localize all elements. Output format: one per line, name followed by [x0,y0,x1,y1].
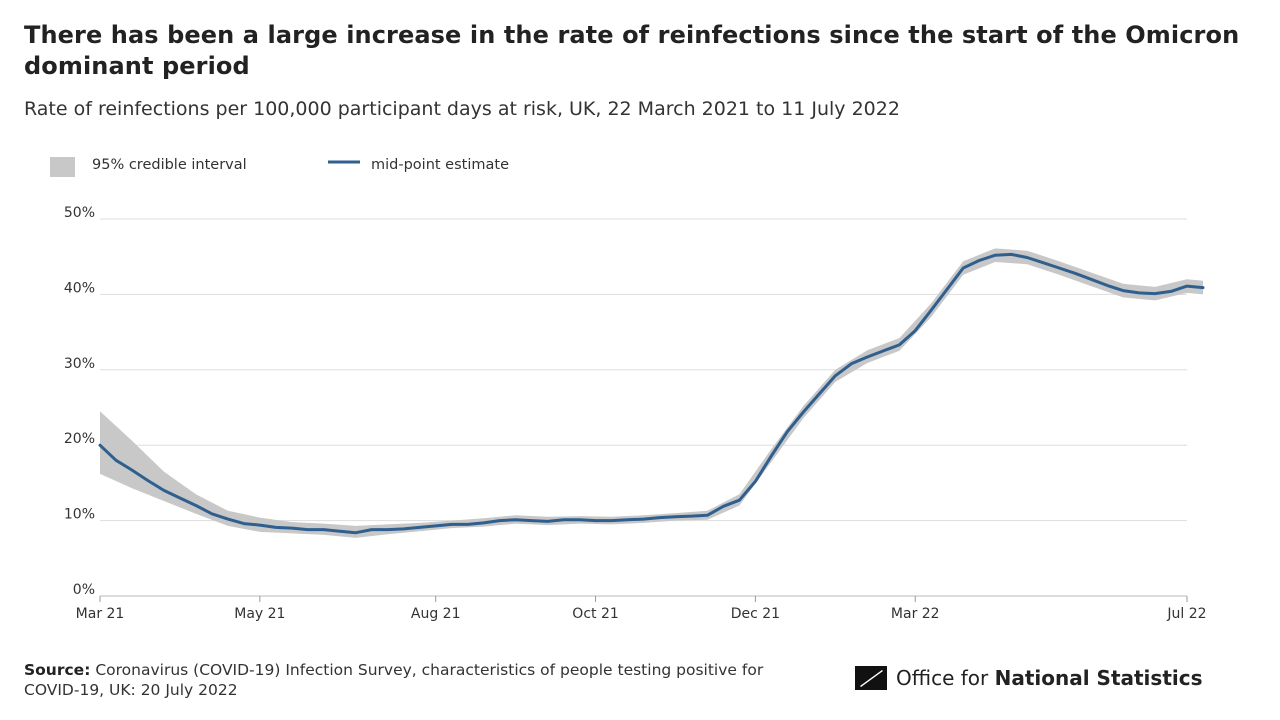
x-tick-label: May 21 [234,606,285,622]
legend-label-mid-point: mid-point estimate [371,157,509,173]
x-tick-label: Mar 22 [891,606,940,622]
logo-text: Office for National Statistics [896,666,1203,690]
mid-point-line [98,252,1205,535]
y-tick-label: 30% [64,356,95,372]
x-axis: Mar 21 May 21 Aug 21 Oct 21 Dec 21 Mar 22 Jul … [76,596,1207,622]
y-tick-label: 0% [73,582,95,598]
chart-subtitle: Rate of reinfections per 100,000 partici… [24,98,900,120]
y-tick-label: 10% [64,507,95,523]
logo-text-prefix: Office for [896,666,995,690]
ons-logo: Office for National Statistics [854,664,1203,692]
x-tick-label: Mar 21 [76,606,125,622]
y-tick-label: 40% [64,280,95,296]
source-note: Source: Coronavirus (COVID-19) Infection… [24,660,784,700]
line-chart: 95% credible interval mid-point estimate … [50,157,1207,622]
credible-interval-area [100,248,1203,538]
ons-logo-icon [855,666,887,690]
x-tick-label: Aug 21 [411,606,461,622]
source-text: Coronavirus (COVID-19) Infection Survey,… [24,661,764,699]
credible-interval-band [100,248,1203,538]
x-tick-label: Oct 21 [572,606,618,622]
gridlines [100,218,1187,597]
y-tick-label: 50% [64,205,95,221]
chart-legend: 95% credible interval mid-point estimate [50,157,509,177]
x-tick-label: Jul 22 [1166,606,1206,622]
series-line-mid-point [98,252,1205,535]
x-tick-label: Dec 21 [731,606,780,622]
source-label: Source: [24,661,91,679]
y-axis: 0% 10% 20% 30% 40% 50% [64,205,95,598]
chart-title: There has been a large increase in the r… [24,21,1240,80]
legend-label-credible-interval: 95% credible interval [92,157,247,173]
legend-swatch-credible-interval [50,157,75,177]
y-tick-label: 20% [64,431,95,447]
logo-text-strong: National Statistics [994,666,1203,690]
